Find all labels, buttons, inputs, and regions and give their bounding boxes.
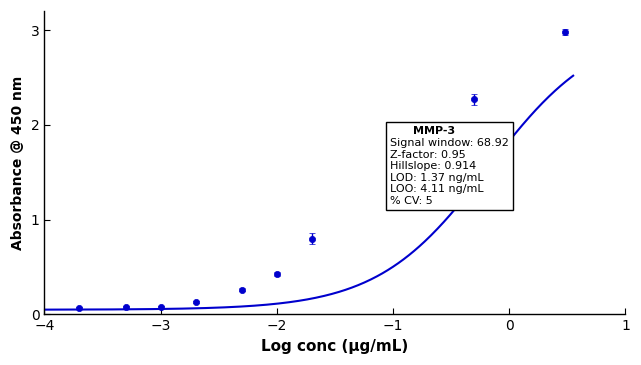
Text: Signal window: 68.92
Z-factor: 0.95
Hillslope: 0.914
LOD: 1.37 ng/mL
LOO: 4.11 n: Signal window: 68.92 Z-factor: 0.95 Hill… <box>390 126 509 206</box>
Y-axis label: Absorbance @ 450 nm: Absorbance @ 450 nm <box>11 76 25 250</box>
X-axis label: Log conc (μg/mL): Log conc (μg/mL) <box>262 339 408 354</box>
Text: MMP-3: MMP-3 <box>413 126 454 137</box>
